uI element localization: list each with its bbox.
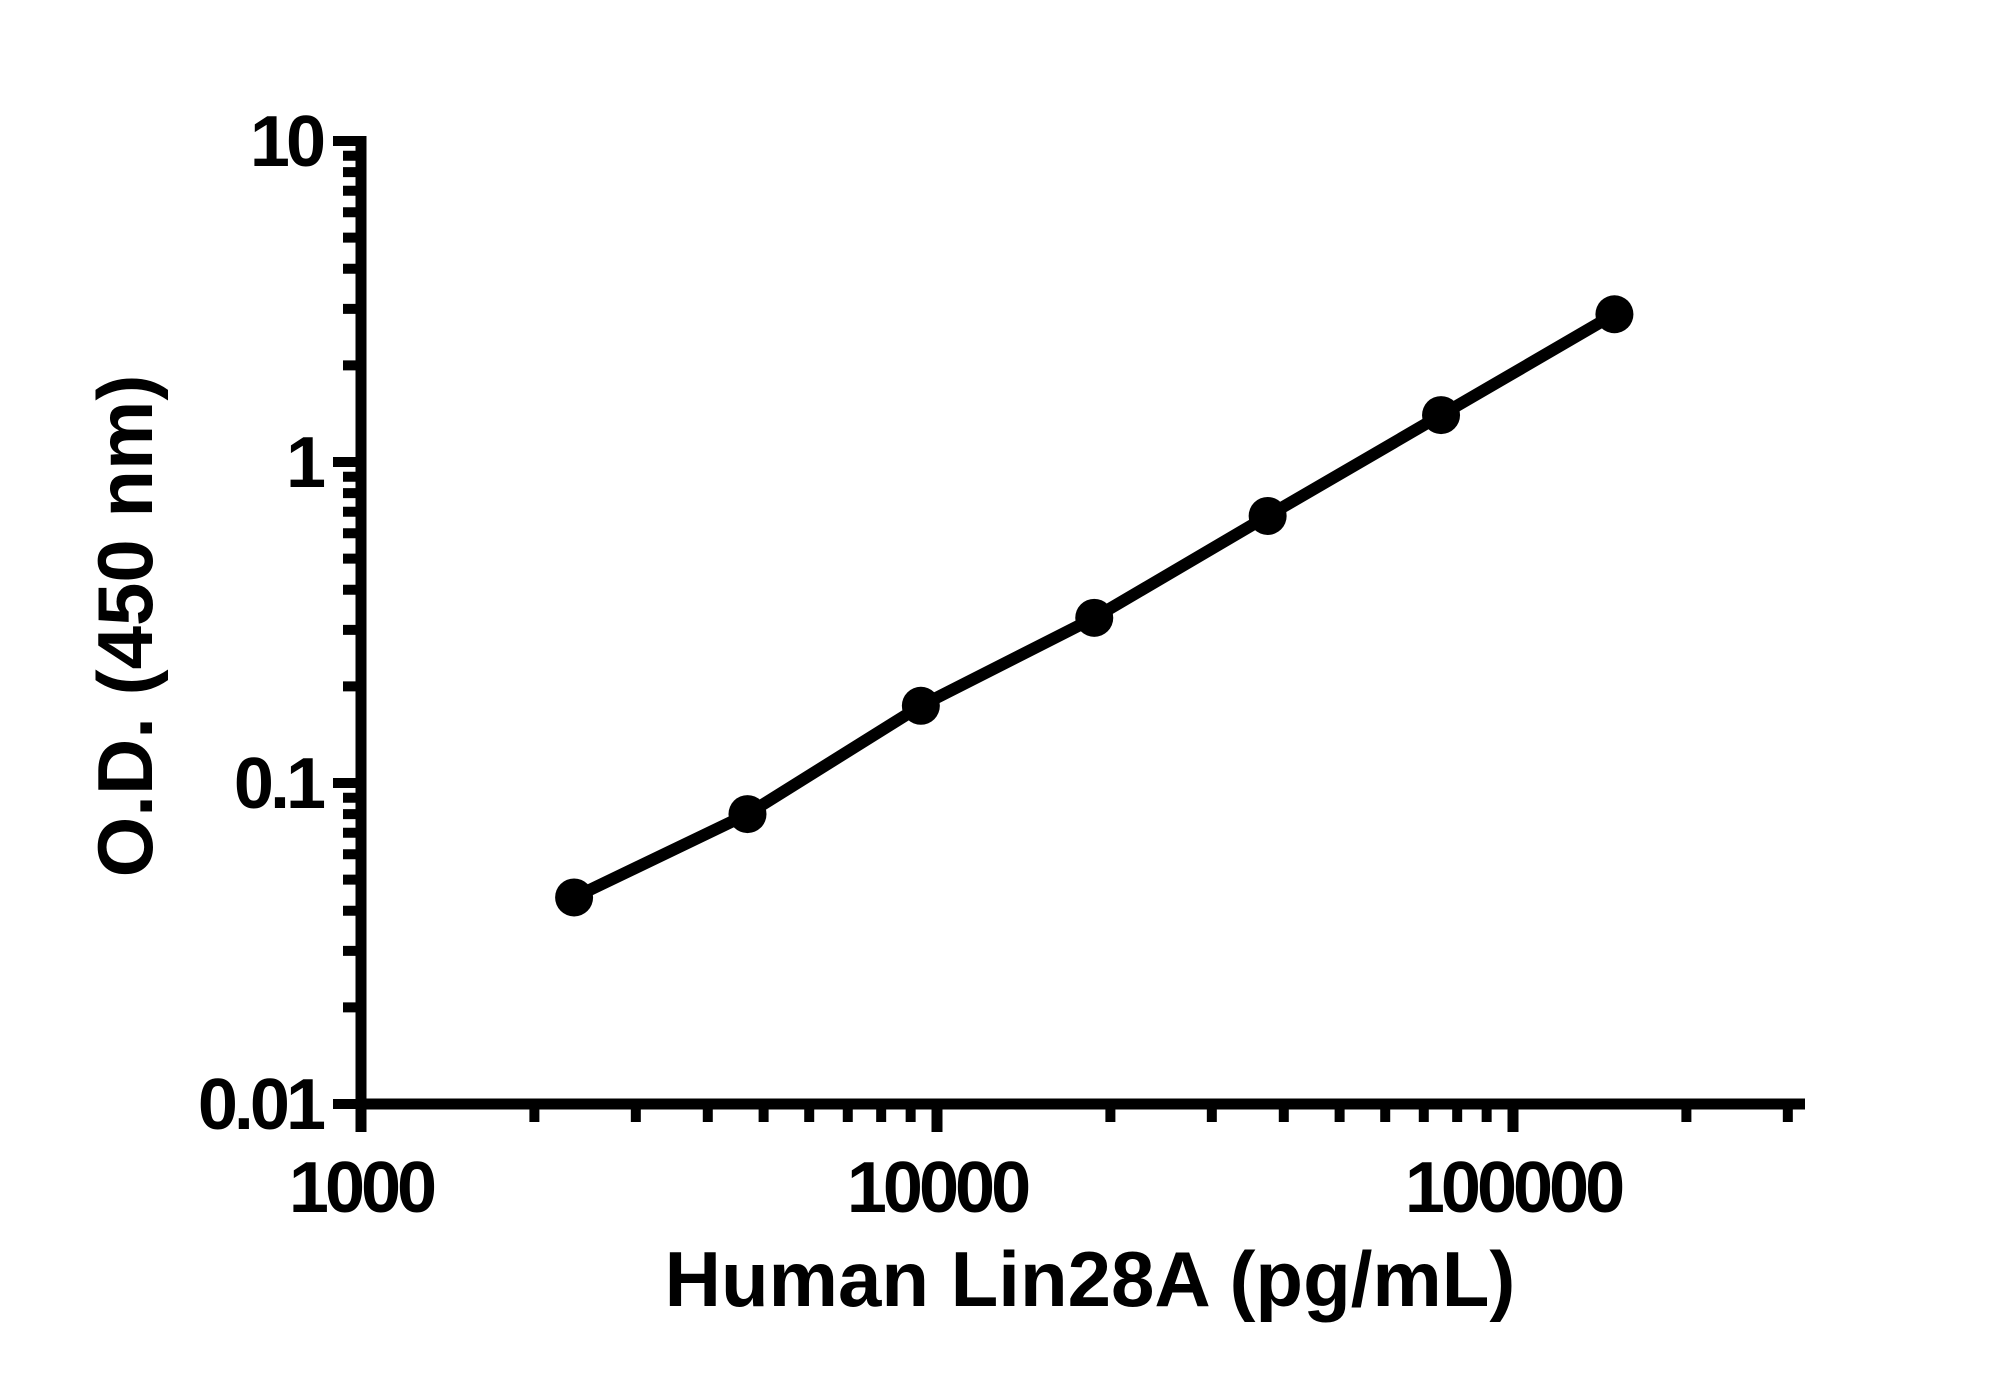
y-tick-label: 0.01: [198, 1065, 325, 1145]
x-tick-label: 100000: [1405, 1148, 1623, 1228]
data-point: [1248, 496, 1287, 535]
data-point: [901, 686, 940, 725]
data-point: [1075, 598, 1114, 637]
data-point: [1595, 295, 1634, 334]
y-axis-title: O.D. (450 nm): [81, 374, 169, 878]
y-tick-label: 10: [250, 102, 324, 182]
data-point: [1422, 396, 1461, 435]
x-tick-label: 1000: [289, 1148, 435, 1228]
x-tick-label: 10000: [847, 1148, 1029, 1228]
data-point: [728, 795, 767, 834]
y-tick-label: 1: [286, 423, 325, 503]
y-tick-label: 0.1: [234, 744, 325, 824]
x-axis-title: Human Lin28A (pg/mL): [664, 1235, 1516, 1323]
data-point: [555, 878, 594, 917]
